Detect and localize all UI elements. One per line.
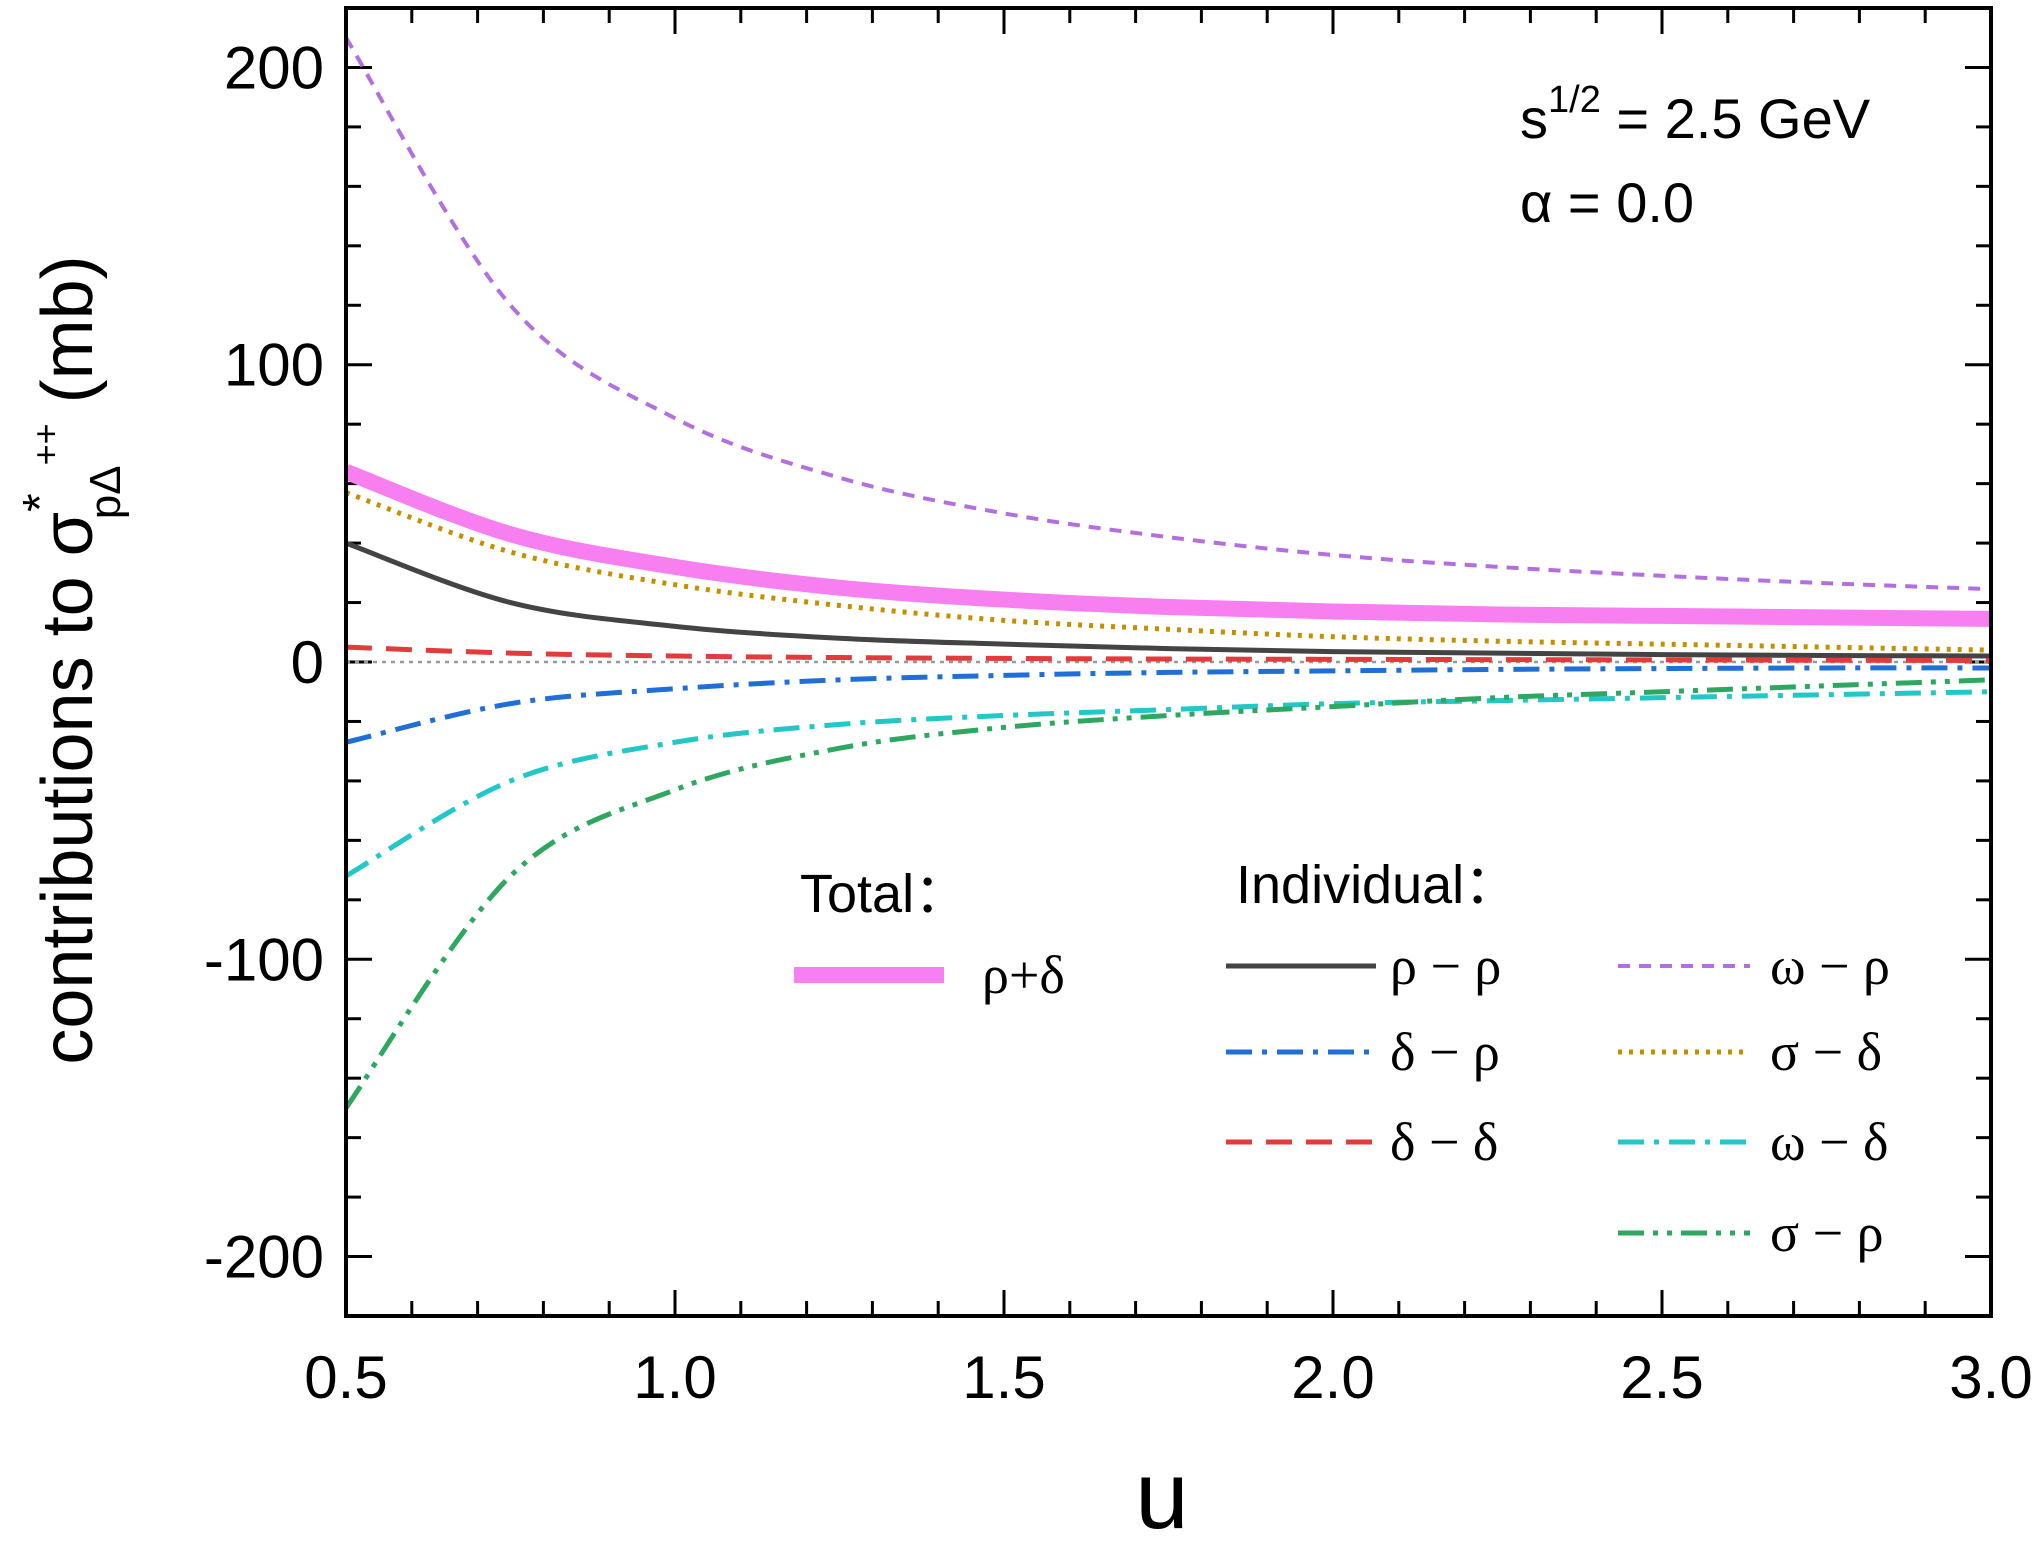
legend-label: δ − ρ — [1390, 1022, 1500, 1082]
series-line — [346, 464, 1991, 627]
series-line — [346, 644, 1991, 664]
series-line — [346, 689, 1991, 879]
series-line — [346, 665, 1991, 745]
y-tick-label: 100 — [224, 332, 324, 399]
series-line — [346, 677, 1991, 1110]
legend-label: ω − ρ — [1770, 936, 1890, 996]
x-tick-label: 1.0 — [633, 1344, 716, 1411]
legend-individual-heading: Individual： — [1236, 855, 1518, 915]
series-line — [346, 490, 1991, 653]
x-tick-label: 2.5 — [1620, 1344, 1703, 1411]
x-tick-label: 2.0 — [1291, 1344, 1374, 1411]
legend-label: ρ+δ — [982, 945, 1065, 1005]
ticks-layer: 0.5 1.0 1.5 2.0 2.5 3.0 -200 -100 0 100 200 — [204, 6, 2033, 1411]
y-axis-title: contributions to σ* pΔ++ (mb) — [14, 255, 130, 1064]
x-tick-label: 1.5 — [962, 1344, 1045, 1411]
legend-label: δ − δ — [1390, 1112, 1498, 1172]
legend-label: σ − δ — [1770, 1022, 1882, 1082]
x-axis-title: u — [1135, 1442, 1188, 1547]
y-tick-label: 0 — [291, 629, 324, 696]
legend-total-heading: Total： — [800, 864, 968, 924]
x-tick-label: 3.0 — [1949, 1344, 2032, 1411]
legend-label: σ − ρ — [1770, 1203, 1884, 1263]
series-layer — [346, 36, 1991, 1110]
alpha-annotation: α = 0.0 — [1520, 171, 1694, 234]
y-tick-label: -200 — [204, 1224, 324, 1291]
y-tick-label: 200 — [224, 34, 324, 101]
legend-label: ρ − ρ — [1390, 936, 1501, 996]
series-line — [346, 540, 1991, 659]
series-line — [346, 36, 1991, 592]
x-tick-label: 0.5 — [304, 1344, 387, 1411]
legend: ρ+δ ρ − ρ δ − ρ δ − δ ω − ρ σ − δ ω − δ σ − ρ — [794, 936, 1890, 1263]
y-tick-label: -100 — [204, 926, 324, 993]
legend-label: ω − δ — [1770, 1112, 1888, 1172]
plot-frame — [344, 6, 1993, 1318]
energy-annotation: s1/2 = 2.5 GeV — [1520, 79, 1871, 150]
